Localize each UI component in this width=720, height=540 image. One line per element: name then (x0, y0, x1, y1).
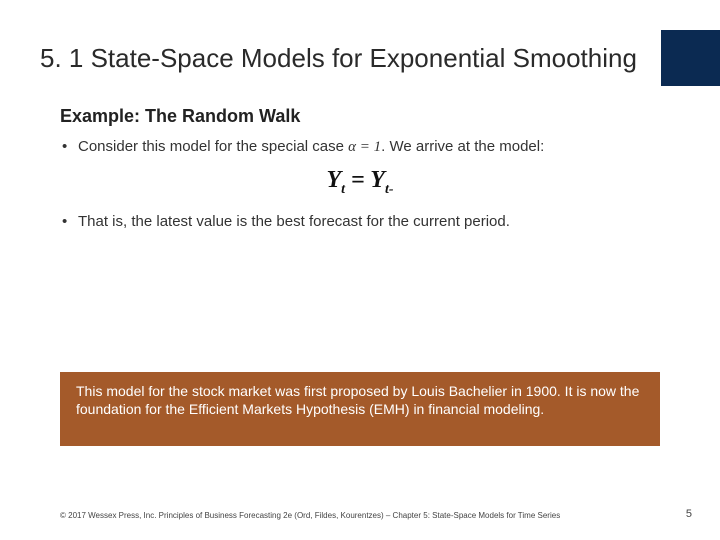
example-title: Example: The Random Walk (60, 106, 660, 127)
content-area: Example: The Random Walk Consider this m… (60, 106, 660, 240)
bullet-1: Consider this model for the special case… (60, 137, 660, 157)
page-number: 5 (686, 508, 692, 520)
equation: Yt = Yt- (60, 167, 660, 198)
eq-lhs-var: Y (326, 167, 341, 193)
bullet-2: That is, the latest value is the best fo… (60, 212, 660, 232)
callout-box: This model for the stock market was firs… (60, 372, 660, 446)
eq-rhs-sub: t- (385, 182, 394, 197)
eq-equals: = (345, 167, 370, 193)
eq-rhs-var: Y (370, 167, 385, 193)
bullet-1-prefix: Consider this model for the special case (78, 138, 348, 155)
slide-title: 5. 1 State-Space Models for Exponential … (0, 30, 661, 86)
footer-text: © 2017 Wessex Press, Inc. Principles of … (60, 511, 660, 520)
alpha-expression: α = 1 (348, 139, 381, 155)
slide: 5. 1 State-Space Models for Exponential … (0, 0, 720, 540)
bullet-1-suffix: . We arrive at the model: (381, 138, 544, 155)
